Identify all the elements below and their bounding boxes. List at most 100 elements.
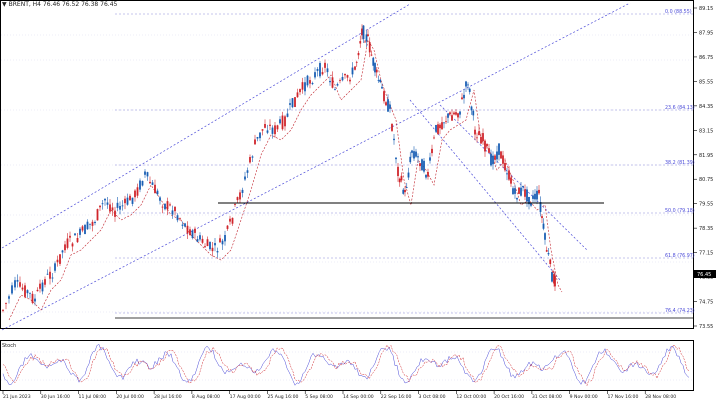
candle-body [339,80,341,81]
candle-body [54,263,56,271]
price-axis[interactable]: 89.15 87.95 86.75 85.55 84.35 83.15 81.95 80.75… [693,6,716,330]
candle-body [421,159,423,171]
candle-body [331,77,334,88]
price-tick-label: 79.55 [699,202,713,208]
candle-body [249,156,251,163]
candle-body [201,238,204,243]
candle-body [26,290,29,294]
candle-body [294,97,296,107]
candle-body [407,172,410,178]
candle-body [291,98,294,108]
candle-body [542,223,545,229]
price-tick-label: 86.75 [699,55,713,61]
candle-body [184,223,186,227]
candle-body [500,151,502,159]
candle-body [181,224,184,226]
candle-body [89,223,91,225]
candle-body [468,88,471,92]
trend-channels[interactable] [1,2,631,331]
candle-body [409,156,412,163]
candle-body [209,241,211,250]
candle-body [141,180,144,186]
candle-body [239,192,241,200]
candle-body [439,124,441,129]
candle-body [309,80,311,84]
candle-body [191,230,194,238]
candle-body [11,285,13,294]
candle-body [304,82,306,92]
candle-body [224,235,226,242]
candle-body [161,206,164,208]
candle-body [94,221,96,224]
candle-body [377,80,380,82]
candle-body [482,133,484,142]
candle-body [64,244,66,251]
fibonacci-retracement[interactable]: 0.0 (88.55) 23.6 (84.13) 38.2 (81.39) 50.0 … [115,9,695,319]
price-tick-label: 80.75 [699,177,713,183]
candle-body [31,293,34,303]
time-tick-label: 17 Nov 16:00 [607,394,638,400]
candle-body [364,41,366,43]
time-tick-label: 17 Aug 00:00 [230,394,261,400]
candle-body [166,201,169,210]
candle-body [361,28,363,36]
candle-body [121,205,124,207]
candle-body [131,197,134,204]
candle-body [498,143,500,155]
time-axis[interactable]: 21 Jun 2023 30 Jun 16:00 11 Jul 08:00 20 Ju… [2,391,676,400]
candle-body [539,202,542,212]
candle-body [365,34,368,42]
candle-body [254,139,256,145]
candle-body [5,302,7,304]
candle-body [34,298,36,302]
candle-body [286,113,289,117]
candle-body [334,89,336,90]
oscillator-main-line [2,344,690,386]
candle-body [341,76,344,81]
candle-body [271,127,274,134]
candle-body [431,148,433,154]
time-tick-label: 31 Oct 08:00 [532,394,562,400]
candle-body [480,136,482,144]
candle-body [512,188,514,195]
candle-body [395,157,397,160]
candle-body [514,188,516,194]
candle-body [453,112,455,115]
candle-body [76,238,79,243]
candle-body [553,274,555,284]
candle-body [528,196,530,205]
candle-body [362,25,365,40]
candle-body [8,296,10,299]
candle-body [404,189,406,193]
price-tick-label: 74.75 [699,300,713,306]
candle-body [417,156,419,158]
candle-body [354,66,356,70]
candle-body [2,309,4,311]
candle-body [124,198,126,204]
candle-body [91,221,94,226]
candle-body [14,280,16,288]
candle-body [526,189,528,202]
candle-body [241,189,244,193]
moving-average [8,39,563,321]
candle-body [19,282,21,287]
price-tick-label: 75.95 [699,275,713,281]
candle-body [189,229,191,236]
candle-body [221,240,224,245]
candle-body [374,63,376,73]
candle-body [261,129,264,131]
time-tick-label: 8 Aug 08:00 [192,394,220,400]
candle-body [106,202,109,205]
candle-body [536,190,538,200]
candle-body [518,187,520,194]
candle-body [425,174,427,178]
candle-body [59,254,61,264]
candle-body [385,102,387,106]
candle-body [251,156,254,158]
candle-body [494,155,496,160]
candle-body [149,181,151,184]
candle-body [21,287,24,290]
fib-level-label: 0.0 (88.55) [665,9,692,15]
